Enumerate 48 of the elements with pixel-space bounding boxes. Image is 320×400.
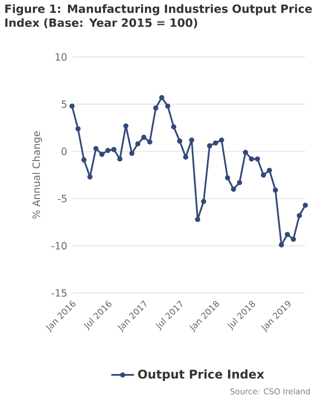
point <box>224 175 230 180</box>
point <box>284 232 290 238</box>
point <box>290 236 296 242</box>
point <box>105 148 110 154</box>
point <box>189 137 194 143</box>
point <box>141 134 146 140</box>
point <box>218 137 224 143</box>
point <box>195 216 200 222</box>
chart-title: Figure 1: Manufacturing Industries Output Price Index (Base: Year 2015 = 100) <box>5 4 312 28</box>
point <box>135 141 140 146</box>
point <box>207 143 212 148</box>
point <box>266 168 272 173</box>
y-axis-title: % Annual Change <box>32 131 42 219</box>
point <box>147 139 152 145</box>
point <box>260 172 266 178</box>
point <box>278 242 284 248</box>
point <box>213 140 218 146</box>
point <box>153 105 158 111</box>
point <box>230 186 236 192</box>
point <box>75 126 81 132</box>
y-tick-label: 10 <box>56 53 67 61</box>
point <box>87 174 93 180</box>
point <box>129 150 134 156</box>
y-tick-label: -15 <box>52 289 66 297</box>
point <box>117 156 122 162</box>
point <box>201 198 206 204</box>
point <box>123 123 128 129</box>
point <box>69 103 75 109</box>
point <box>177 138 182 144</box>
point <box>111 146 116 152</box>
point <box>93 146 99 152</box>
point <box>242 150 248 155</box>
point <box>81 157 87 162</box>
point <box>99 152 105 157</box>
point <box>248 156 254 162</box>
y-tick-label: -10 <box>52 242 67 250</box>
y-tick-label: 5 <box>62 100 66 108</box>
point <box>165 103 170 109</box>
point <box>159 95 164 100</box>
legend-label: Output Price Index <box>138 369 264 381</box>
point <box>296 213 302 218</box>
point <box>254 156 260 162</box>
point <box>272 188 278 193</box>
point <box>171 124 176 130</box>
point <box>236 180 242 186</box>
y-tick-label: -5 <box>58 194 66 202</box>
point <box>302 202 308 208</box>
y-tick-label: 0 <box>62 148 67 156</box>
